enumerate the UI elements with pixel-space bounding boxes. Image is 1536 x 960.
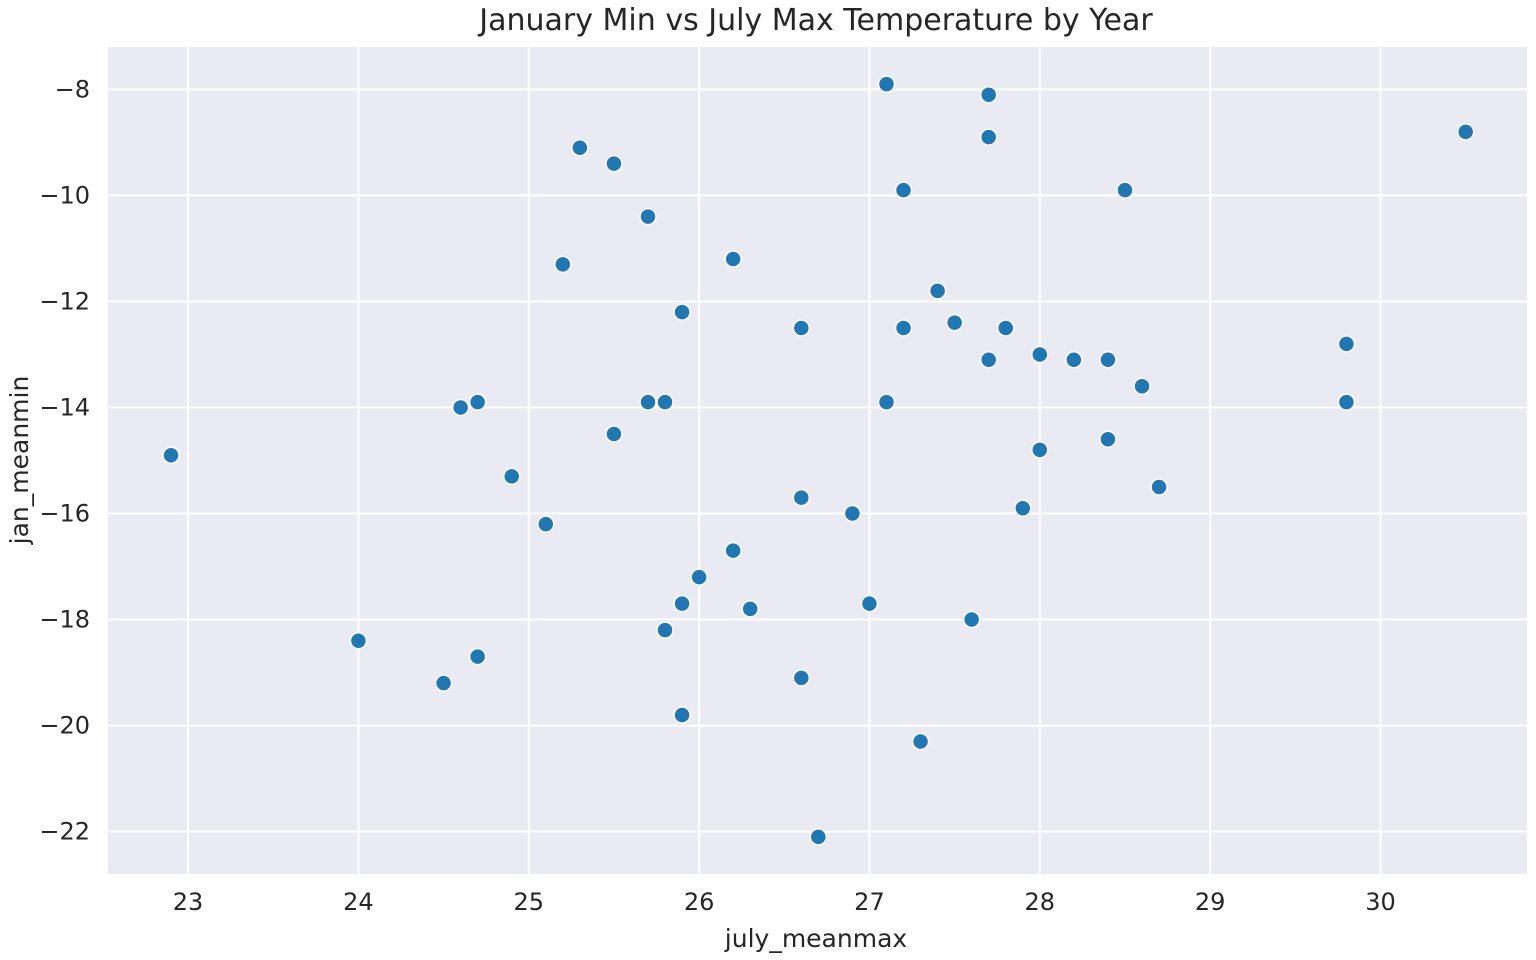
y-tick-label: −16 [39, 500, 90, 528]
data-point [894, 319, 913, 337]
x-tick-label: 27 [854, 888, 885, 916]
data-point [451, 398, 470, 417]
data-point [673, 706, 691, 724]
data-point [162, 446, 180, 464]
data-point [434, 674, 453, 692]
data-point [1014, 499, 1032, 517]
x-tick-label: 29 [1195, 888, 1226, 916]
data-point [605, 154, 623, 173]
y-tick-label: −10 [39, 181, 90, 209]
data-point [349, 631, 368, 650]
data-point [792, 319, 811, 337]
x-tick-label: 25 [513, 888, 544, 916]
data-point [1116, 181, 1134, 199]
data-point [690, 568, 708, 586]
data-point [877, 393, 896, 411]
data-point [724, 541, 742, 560]
data-point [468, 647, 487, 666]
grid [108, 47, 1527, 874]
x-axis-ticks: 23 24 25 26 27 28 29 30 [173, 888, 1396, 916]
data-point [877, 75, 896, 93]
data-points [162, 75, 1475, 846]
data-point [571, 138, 589, 157]
data-point [809, 828, 828, 846]
x-axis-label: july_meanmax [724, 924, 907, 953]
data-point [979, 85, 998, 104]
data-point [1337, 335, 1356, 353]
data-point [979, 351, 998, 369]
y-axis-label: jan_meanmin [5, 376, 34, 546]
plot-area [108, 47, 1527, 874]
data-point [894, 181, 913, 199]
y-tick-label: −20 [39, 712, 90, 740]
x-tick-label: 28 [1025, 888, 1056, 916]
data-point [537, 515, 555, 533]
data-point [673, 594, 691, 613]
data-point [605, 425, 623, 443]
y-tick-label: −14 [39, 393, 90, 421]
data-point [928, 282, 947, 300]
data-point [1099, 430, 1117, 449]
x-tick-label: 23 [173, 888, 204, 916]
data-point [1133, 377, 1151, 396]
data-point [1456, 123, 1475, 141]
y-tick-label: −8 [55, 75, 90, 103]
data-point [502, 467, 521, 486]
data-point [741, 600, 759, 618]
data-point [843, 504, 862, 523]
y-axis-ticks: −8 −10 −12 −14 −16 −18 −20 −22 [39, 75, 90, 845]
data-point [962, 610, 981, 629]
data-point [656, 621, 674, 639]
data-point [911, 732, 930, 751]
x-tick-label: 30 [1365, 888, 1396, 916]
data-point [1031, 345, 1049, 364]
data-point [468, 393, 487, 411]
data-point [792, 488, 811, 507]
data-point [1337, 393, 1356, 411]
x-tick-label: 26 [684, 888, 715, 916]
y-tick-label: −12 [39, 287, 90, 315]
y-tick-label: −18 [39, 606, 90, 634]
x-tick-label: 24 [343, 888, 374, 916]
data-point [639, 207, 657, 226]
data-point [792, 669, 811, 687]
data-point [656, 393, 674, 411]
data-point [979, 128, 998, 146]
data-point [860, 594, 879, 613]
data-point [673, 303, 691, 321]
data-point [945, 313, 964, 332]
data-point [1099, 351, 1117, 369]
data-point [1150, 478, 1168, 496]
data-point [724, 250, 742, 268]
y-tick-label: −22 [39, 818, 90, 846]
data-point [996, 319, 1015, 337]
data-point [554, 255, 572, 274]
data-point [1031, 441, 1049, 459]
data-point [1065, 351, 1083, 369]
chart-title: January Min vs July Max Temperature by Y… [477, 3, 1153, 38]
data-point [639, 393, 657, 411]
